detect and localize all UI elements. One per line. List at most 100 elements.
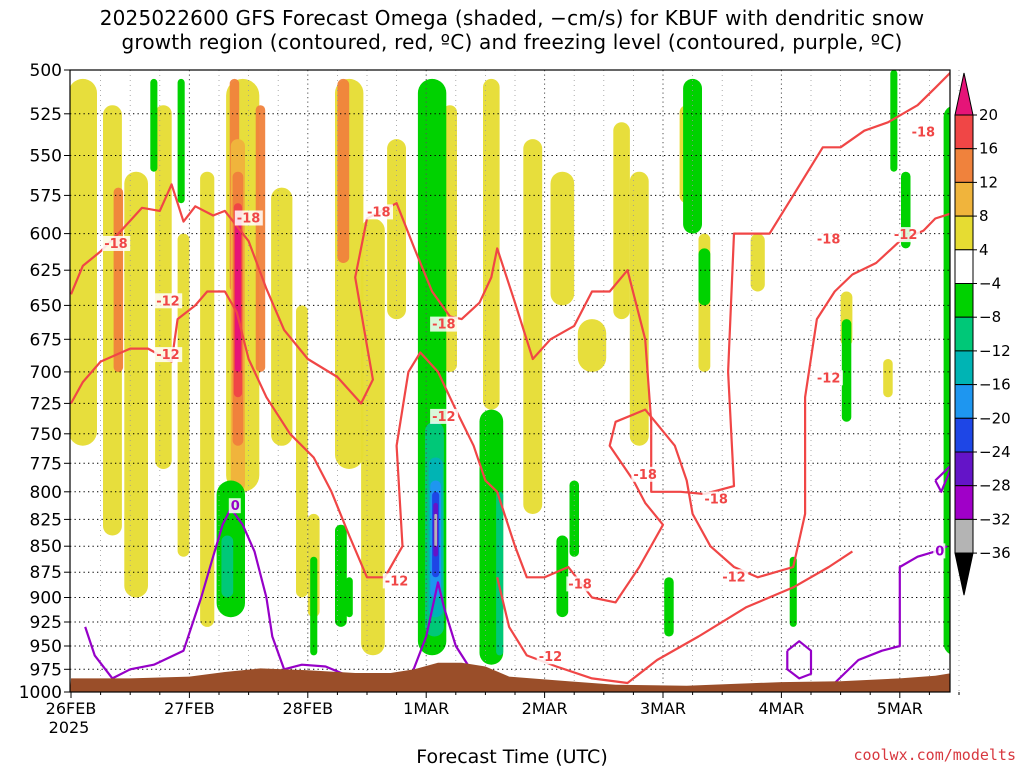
omega-subsidence xyxy=(556,535,569,618)
omega-subsidence xyxy=(789,556,797,627)
contour-label-bg xyxy=(814,370,843,386)
y-tick-label: 600 xyxy=(30,225,62,245)
colorbar-segment xyxy=(954,485,974,520)
omega-subsidence xyxy=(310,556,318,656)
y-tick-label: 925 xyxy=(30,613,62,633)
contour-label: -18 xyxy=(568,577,592,592)
colorbar-segment xyxy=(954,181,974,217)
y-tick-label: 675 xyxy=(30,330,62,350)
omega-plume xyxy=(177,233,190,557)
chart-title-line-2: growth region (contoured, red, ºC) and f… xyxy=(121,30,903,54)
colorbar-segment xyxy=(954,417,974,453)
contour-layer: -18 -12 -12 -18 -18 -18 -12 -12 -18 -12 -18 -18 -12 -… xyxy=(70,71,950,685)
contour-label-bg xyxy=(365,204,393,220)
contour-label-bg xyxy=(154,293,183,309)
contour-label: -18 xyxy=(367,205,391,220)
omega-plume xyxy=(613,122,630,320)
omega-subsidence xyxy=(221,535,234,598)
contour-label-bg xyxy=(702,491,731,507)
y-tick-label: 500 xyxy=(30,61,62,81)
chart-title-line-1: 2025022600 GFS Forecast Omega (shaded, −… xyxy=(99,6,925,30)
y-tick-label: 1000 xyxy=(19,683,62,703)
colorbar-segment xyxy=(954,114,974,150)
omega-plume xyxy=(523,139,543,514)
omega-max-column xyxy=(235,218,241,372)
contour-label-bg xyxy=(631,466,660,482)
colorbar-segment xyxy=(954,249,974,285)
y-tick-label: 825 xyxy=(30,510,62,530)
terrain-fill xyxy=(70,662,950,692)
omega-plume xyxy=(750,233,765,292)
colorbar-label: 12 xyxy=(979,173,998,191)
y-tick-label: 625 xyxy=(30,261,62,281)
y-tick-label: 775 xyxy=(30,454,62,474)
y-tick-label: 550 xyxy=(30,147,62,167)
y-tick-label: 800 xyxy=(30,483,62,503)
colorbar-segment xyxy=(954,451,974,487)
chart-title: 2025022600 GFS Forecast Omega (shaded, −… xyxy=(0,6,1024,54)
colorbar-label: −20 xyxy=(979,409,1011,427)
omega-plume xyxy=(483,78,500,410)
colorbar-label: 20 xyxy=(979,106,998,124)
omega-subsidence xyxy=(683,78,702,234)
omega-plume xyxy=(255,105,266,372)
credit-link[interactable]: coolwx.com/modelts xyxy=(853,746,1016,764)
y-tick-label: 975 xyxy=(30,660,62,680)
y-tick-label: 750 xyxy=(30,425,62,445)
y-tick-label: 700 xyxy=(30,363,62,383)
contour-label: -18 xyxy=(912,125,936,140)
contour-label-bg xyxy=(102,236,131,251)
dgz-contour-minus12 xyxy=(70,212,950,604)
contour-label: -18 xyxy=(704,493,728,508)
omega-subsidence xyxy=(664,577,674,637)
omega-edge-column xyxy=(943,106,950,655)
contour-label: 0 xyxy=(231,499,240,514)
omega-plume xyxy=(113,187,124,372)
dgz-contour-minus18 xyxy=(70,71,950,496)
colorbar-segment xyxy=(954,148,974,183)
omega-subsidence xyxy=(841,319,852,422)
colorbar-label: 4 xyxy=(979,241,989,259)
omega-subsidence xyxy=(150,78,158,172)
omega-subsidence xyxy=(177,78,185,204)
contour-label: -18 xyxy=(633,468,657,483)
contour-label: -18 xyxy=(237,212,260,227)
colorbar-label: −28 xyxy=(979,477,1011,495)
colorbar-label: −12 xyxy=(979,342,1011,360)
contour-label-bg xyxy=(720,569,749,585)
y-tick-label: 875 xyxy=(30,563,62,583)
colorbar-segment xyxy=(954,518,974,554)
colorbar-segment xyxy=(954,316,974,352)
contour-label: -12 xyxy=(539,650,563,665)
contour-label-bg xyxy=(430,408,459,424)
x-axis-label: Forecast Time (UTC) xyxy=(416,746,608,768)
y-tick-label: 950 xyxy=(30,637,62,657)
omega-plume xyxy=(883,359,893,398)
x-tick-label: 26FEB xyxy=(46,699,97,718)
contour-label-bg xyxy=(814,231,843,247)
contour-label-bg xyxy=(154,347,183,363)
contour-label-bg xyxy=(382,573,411,589)
contour-label: -18 xyxy=(104,237,128,252)
freezing-level-contour xyxy=(833,545,948,684)
y-tick-label: 900 xyxy=(30,589,62,609)
freezing-level-contour xyxy=(934,464,950,493)
colorbar-label: 16 xyxy=(979,140,998,158)
omega-plume xyxy=(550,171,575,306)
omega-plume xyxy=(387,139,406,320)
x-tick-label: 3MAR xyxy=(640,699,686,718)
contour-label-bg xyxy=(891,227,920,243)
omega-subsidence xyxy=(890,70,898,172)
omega-plume xyxy=(271,187,293,446)
y-tick-label: 525 xyxy=(30,105,62,125)
contour-label-bg xyxy=(430,316,459,332)
colorbar-label: −24 xyxy=(979,443,1011,461)
contour-label: -12 xyxy=(894,228,918,243)
colorbar-label: −32 xyxy=(979,510,1011,528)
colorbar-label: −4 xyxy=(979,275,1001,293)
colorbar-bottom-arrow xyxy=(954,552,974,596)
omega-plume xyxy=(577,319,607,372)
omega-subsidence xyxy=(569,480,579,557)
omega-plume xyxy=(361,218,385,656)
